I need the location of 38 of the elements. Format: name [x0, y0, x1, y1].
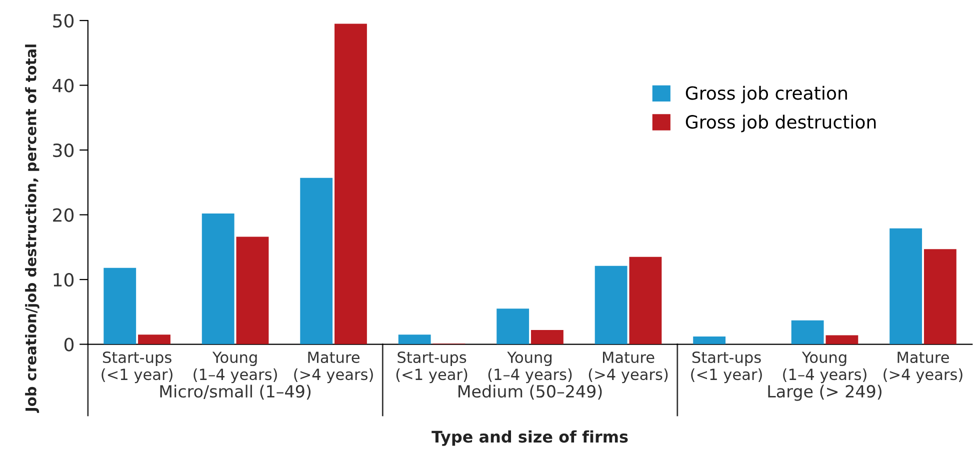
bar	[890, 228, 922, 344]
x-tick-label: Mature (>4 years)	[588, 352, 668, 384]
bar	[924, 249, 956, 344]
legend-label: Gross job creation	[686, 86, 847, 104]
x-tick-label: Start-ups (<1 year)	[102, 351, 172, 384]
bar	[334, 24, 367, 344]
x-axis-title: Type and size of firms	[432, 430, 628, 446]
x-tick-label: Young (1–4 years)	[783, 352, 866, 384]
y-tick-label: 0	[64, 338, 74, 352]
y-tick-label: 30	[53, 143, 74, 158]
x-tick-label: Start-ups (<1 year)	[396, 351, 468, 384]
y-axis-title: Job creation/job destruction, percent of total	[25, 44, 40, 413]
y-tick-label: 50	[53, 14, 74, 28]
x-tick-label: Start-ups (<1 year)	[691, 351, 762, 384]
text: Micro/small (1–49)	[160, 384, 311, 400]
bar	[791, 320, 824, 344]
bar	[300, 178, 333, 344]
bar	[138, 334, 170, 344]
bar	[496, 308, 530, 344]
bar	[693, 336, 726, 344]
bar	[202, 213, 234, 344]
bar	[826, 335, 858, 344]
legend-label: Gross job destruction	[686, 114, 876, 132]
x-tick-label: Mature (>4 years)	[884, 352, 962, 384]
bar	[236, 236, 269, 344]
bar	[398, 334, 431, 344]
y-tick-label: 40	[52, 78, 74, 92]
text: Medium (50–249)	[458, 384, 602, 400]
bar	[104, 268, 136, 344]
x-tick-label: Young (1–4 years)	[194, 352, 277, 384]
bar	[629, 256, 662, 344]
x-tick-label: Mature (>4 years)	[294, 352, 373, 384]
y-tick-label: 10	[54, 272, 74, 287]
text: Large (> 249)	[768, 384, 882, 401]
bar	[594, 266, 628, 344]
x-tick-label: Young (1–4 years)	[488, 352, 572, 384]
bar	[531, 330, 564, 344]
y-tick-label: 20	[53, 208, 74, 222]
